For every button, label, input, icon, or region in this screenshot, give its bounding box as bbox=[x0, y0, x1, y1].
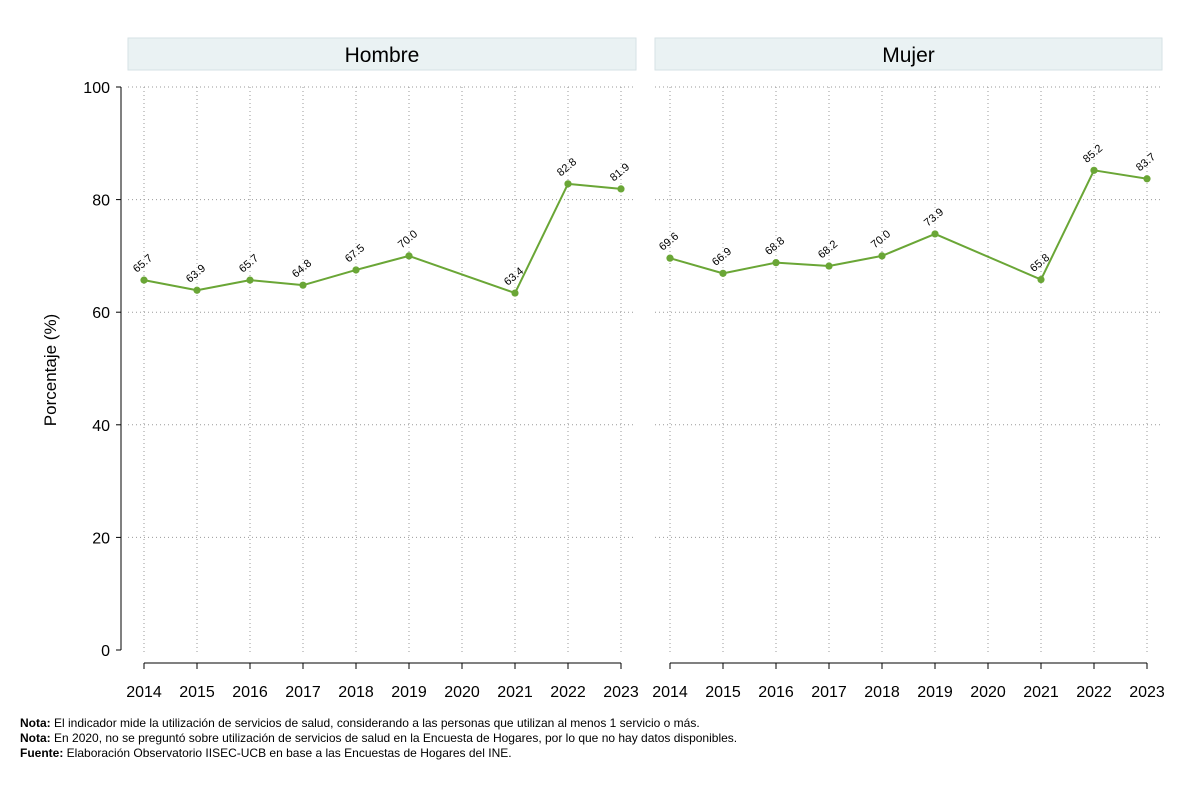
data-point bbox=[352, 266, 360, 274]
panel-header bbox=[654, 37, 1163, 71]
data-label: 63.4 bbox=[502, 265, 526, 288]
x-tick-label: 2018 bbox=[338, 684, 374, 701]
data-point bbox=[878, 252, 886, 260]
data-label: 68.8 bbox=[763, 235, 787, 258]
x-tick-label: 2023 bbox=[1129, 684, 1165, 701]
y-axis-label: Porcentaje (%) bbox=[41, 314, 60, 426]
line-chart: Porcentaje (%) 0 20 40 60 80 100 Hombre 2014 201… bbox=[41, 37, 1165, 701]
note-1: Nota: El indicador mide la utilización d… bbox=[20, 716, 700, 730]
note-2: Nota: En 2020, no se preguntó sobre util… bbox=[20, 731, 738, 745]
x-tick-label: 2019 bbox=[391, 684, 427, 701]
panel-title: Mujer bbox=[882, 44, 935, 67]
x-tick-label: 2017 bbox=[811, 684, 847, 701]
data-point bbox=[193, 286, 201, 294]
data-point bbox=[1090, 166, 1098, 174]
data-label: 63.9 bbox=[184, 262, 208, 285]
source-note: Fuente: Elaboración Observatorio IISEC-U… bbox=[20, 746, 512, 760]
x-tick-label: 2022 bbox=[550, 684, 586, 701]
data-label: 85.2 bbox=[1081, 143, 1105, 166]
data-point bbox=[719, 269, 727, 277]
panel-header bbox=[127, 37, 637, 71]
data-label: 73.9 bbox=[922, 206, 946, 229]
x-tick-label: 2015 bbox=[179, 684, 215, 701]
data-label: 65.8 bbox=[1028, 252, 1052, 275]
x-tick-label: 2017 bbox=[285, 684, 321, 701]
y-tick-label: 60 bbox=[92, 305, 110, 322]
data-label: 68.2 bbox=[816, 238, 840, 261]
data-label: 65.7 bbox=[237, 252, 261, 275]
x-tick-label: 2022 bbox=[1076, 684, 1112, 701]
y-tick-label: 80 bbox=[92, 193, 110, 210]
data-point bbox=[772, 259, 780, 267]
y-tick-label: 0 bbox=[101, 643, 110, 660]
data-point bbox=[1143, 175, 1151, 183]
data-label: 82.8 bbox=[555, 156, 579, 179]
data-point bbox=[617, 185, 625, 193]
x-tick-label: 2014 bbox=[652, 684, 688, 701]
y-tick-label: 20 bbox=[92, 530, 110, 547]
data-point bbox=[299, 281, 307, 289]
data-label: 64.8 bbox=[290, 257, 314, 280]
x-tick-label: 2021 bbox=[1023, 684, 1059, 701]
x-tick-label: 2018 bbox=[864, 684, 900, 701]
y-tick-label: 100 bbox=[83, 80, 110, 97]
data-label: 69.6 bbox=[657, 230, 681, 253]
x-tick-label: 2014 bbox=[126, 684, 162, 701]
data-point bbox=[1037, 275, 1045, 284]
data-point bbox=[511, 289, 519, 297]
panel-title: Hombre bbox=[345, 44, 420, 67]
x-tick-label: 2023 bbox=[603, 684, 639, 701]
x-tick-label: 2020 bbox=[970, 684, 1006, 701]
series-line bbox=[669, 169, 1148, 281]
data-point bbox=[666, 254, 674, 262]
x-tick-label: 2019 bbox=[917, 684, 953, 701]
y-tick-label: 40 bbox=[92, 418, 110, 435]
data-label: 70.0 bbox=[396, 228, 420, 251]
data-label: 70.0 bbox=[869, 228, 893, 251]
data-point bbox=[405, 252, 413, 260]
data-label: 66.9 bbox=[710, 246, 734, 269]
series-line bbox=[143, 182, 622, 295]
data-label: 65.7 bbox=[131, 252, 155, 275]
data-point bbox=[564, 180, 572, 188]
x-tick-label: 2016 bbox=[758, 684, 794, 701]
data-point bbox=[140, 276, 148, 284]
data-label: 83.7 bbox=[1134, 151, 1158, 174]
data-point bbox=[931, 230, 939, 238]
data-point bbox=[246, 276, 254, 284]
data-point bbox=[825, 262, 833, 270]
x-tick-label: 2021 bbox=[497, 684, 533, 701]
x-tick-label: 2015 bbox=[705, 684, 741, 701]
x-tick-label: 2020 bbox=[444, 684, 480, 701]
data-label: 67.5 bbox=[343, 242, 367, 265]
x-tick-label: 2016 bbox=[232, 684, 268, 701]
footnotes: Nota: El indicador mide la utilización d… bbox=[20, 716, 737, 761]
data-label: 81.9 bbox=[608, 161, 632, 184]
